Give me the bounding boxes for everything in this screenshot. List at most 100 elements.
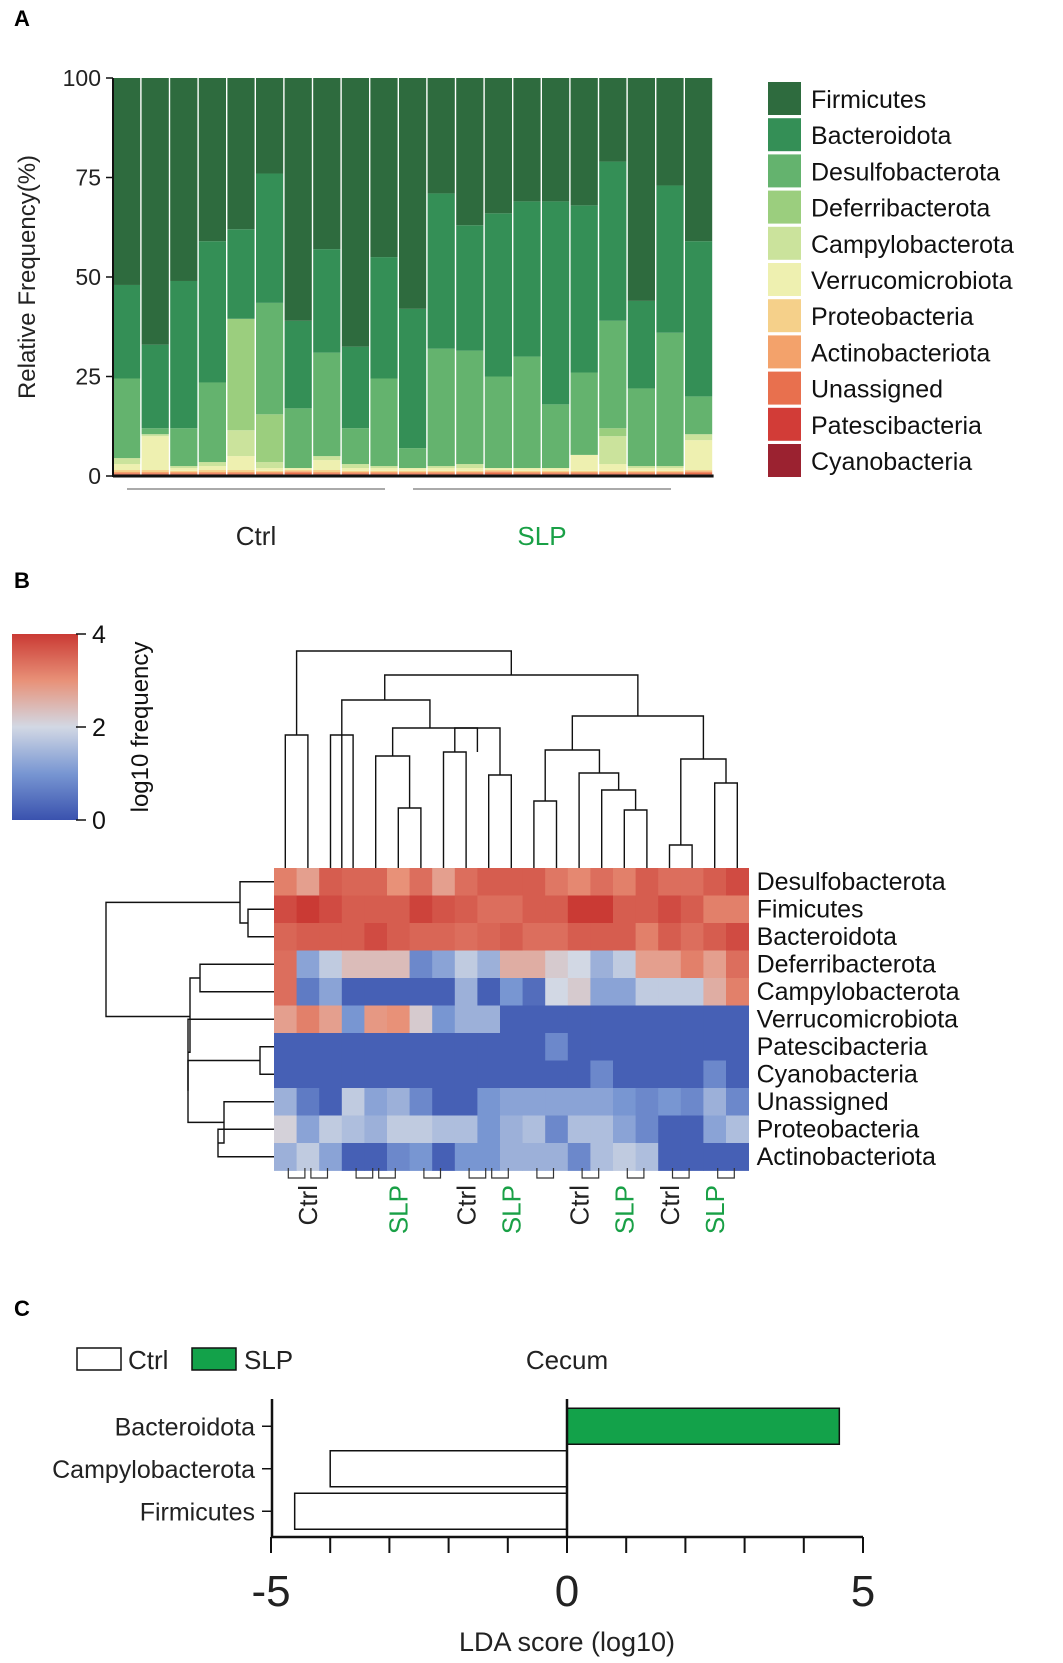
y-axis-title: Relative Frequency(%): [14, 155, 41, 399]
heatmap-row-label: Unassigned: [757, 1088, 889, 1116]
stacked-bar-segment-verrucomicrobiota: [170, 468, 198, 471]
heatmap-cell: [635, 1088, 659, 1116]
legend-swatch-patescibacteria: [768, 407, 801, 441]
column-dendrogram-branch: [571, 715, 705, 759]
stacked-bar-segment-desulfobacterota: [341, 428, 369, 465]
heatmap-cell: [341, 1060, 365, 1089]
stacked-bar-segment-verrucomicrobiota: [599, 464, 627, 471]
heatmap-cell: [387, 923, 410, 951]
group-label-slp: SLP: [517, 521, 566, 551]
heatmap-cell: [635, 895, 659, 924]
heatmap-cell: [477, 1115, 501, 1144]
row-dendrogram-branch: [105, 901, 240, 1018]
stacked-bar-segment-desulfobacterota: [484, 376, 512, 469]
column-dendrogram-branch: [488, 774, 512, 868]
stacked-bar-segment-proteobacteria: [484, 470, 512, 472]
heatmap-row-label: Proteobacteria: [757, 1116, 920, 1144]
heatmap-cell: [409, 950, 433, 979]
heatmap-cell: [635, 868, 659, 896]
stacked-bar-segment-desulfobacterota: [370, 378, 398, 467]
heatmap-cell: [680, 1088, 704, 1116]
heatmap-cell: [522, 895, 546, 924]
heatmap-cell: [613, 895, 636, 924]
heatmap-cell: [545, 923, 569, 951]
sample-bracket: [491, 1168, 509, 1179]
heatmap-cell: [726, 1005, 749, 1034]
stacked-bar-segment-bacteroidota: [627, 300, 655, 389]
heatmap-cell: [703, 868, 727, 896]
stacked-bar-segment-proteobacteria: [198, 470, 226, 473]
column-dendrogram-branch: [284, 734, 309, 868]
heatmap-cell: [274, 978, 297, 1006]
heatmap-cell: [454, 1060, 478, 1089]
heatmap-cell: [500, 895, 523, 924]
heatmap-cell: [500, 1060, 523, 1089]
legend-label-desulfobacterota: Desulfobacterota: [811, 158, 1000, 186]
stacked-bar-segment-campylobacterota: [341, 464, 369, 469]
stacked-bar-segment-unassigned: [170, 473, 198, 475]
heatmap-cell: [658, 1143, 682, 1171]
lda-bar-campylobacterota: [329, 1450, 568, 1488]
y-tick-label: 75: [75, 165, 101, 191]
stacked-bar-segment-firmicutes: [456, 78, 484, 226]
stacked-bar-segment-desulfobacterota: [627, 388, 655, 467]
heatmap-cell: [613, 1088, 636, 1116]
x-tick-label: -5: [251, 1567, 290, 1616]
heatmap-cell: [635, 1005, 659, 1034]
stacked-bar-segment-desulfobacterota: [113, 378, 141, 459]
stacked-bar-segment-desulfobacterota: [656, 332, 684, 467]
stacked-bar-segment-firmicutes: [256, 78, 284, 174]
heatmap-cell: [567, 1143, 591, 1171]
heatmap-cell: [274, 868, 297, 896]
heatmap-cell: [658, 1005, 682, 1034]
heatmap-cell: [341, 1115, 365, 1144]
heatmap-cell: [296, 923, 320, 951]
stacked-bar-segment-proteobacteria: [656, 470, 684, 473]
stacked-bar-segment-campylobacterota: [656, 466, 684, 469]
column-dendrogram-branch: [668, 844, 693, 868]
sample-bracket: [717, 1168, 735, 1179]
heatmap-cell: [590, 868, 614, 896]
heatmap-cell: [680, 868, 704, 896]
stacked-bar-segment-verrucomicrobiota: [685, 440, 713, 471]
column-group-label-slp: SLP: [384, 1185, 414, 1234]
column-dendrogram-branch: [544, 749, 601, 801]
legend-label-bacteroidota: Bacteroidota: [811, 122, 951, 150]
heatmap-cell: [341, 1005, 365, 1034]
stacked-bar-segment-verrucomicrobiota: [198, 466, 226, 471]
stacked-bar-segment-desulfobacterota: [141, 428, 169, 435]
heatmap-cell: [658, 923, 682, 951]
heatmap-cell: [409, 978, 433, 1006]
heatmap-cell: [387, 1033, 410, 1061]
heatmap-cell: [545, 868, 569, 896]
panel-b-heatmap: DesulfobacterotaFimicutesBacteroidotaDef…: [12, 621, 960, 1234]
heatmap-cell: [635, 1143, 659, 1171]
stacked-bar-segment-actinobacteriota: [198, 472, 226, 474]
stacked-bar-segment-proteobacteria: [399, 470, 427, 473]
stacked-bar-segment-bacteroidota: [284, 320, 312, 409]
heatmap-cell: [703, 1088, 727, 1116]
legend-swatch-firmicutes: [768, 82, 801, 115]
heatmap-cell: [432, 1060, 456, 1089]
heatmap-cell: [590, 895, 614, 924]
stacked-bar-segment-firmicutes: [656, 78, 684, 186]
stacked-bar-segment-firmicutes: [427, 78, 455, 194]
heatmap-cell: [500, 1143, 523, 1171]
stacked-bar-segment-proteobacteria: [427, 470, 455, 473]
stacked-bar-segment-actinobacteriota: [685, 471, 713, 473]
heatmap-cell: [703, 1060, 727, 1089]
heatmap-cell: [477, 978, 501, 1006]
heatmap-cell: [319, 895, 343, 924]
sample-bracket: [671, 1168, 690, 1179]
stacked-bar-segment-unassigned: [484, 472, 512, 475]
heatmap-cell: [387, 978, 410, 1006]
heatmap-cell: [477, 1005, 501, 1034]
column-group-label-ctrl: Ctrl: [564, 1185, 594, 1225]
stacked-bar-segment-desulfobacterota: [456, 350, 484, 465]
heatmap-cell: [726, 1115, 749, 1144]
stacked-bar-segment-unassigned: [627, 473, 655, 475]
heatmap-cell: [545, 1088, 569, 1116]
stacked-bar-segment-unassigned: [427, 473, 455, 475]
panel-a-stacked-bar-chart: 0 25 50 75 100 Relative Frequency(%) Ctrl SLP Fi…: [14, 65, 1014, 551]
column-group-label-slp: SLP: [497, 1185, 527, 1234]
